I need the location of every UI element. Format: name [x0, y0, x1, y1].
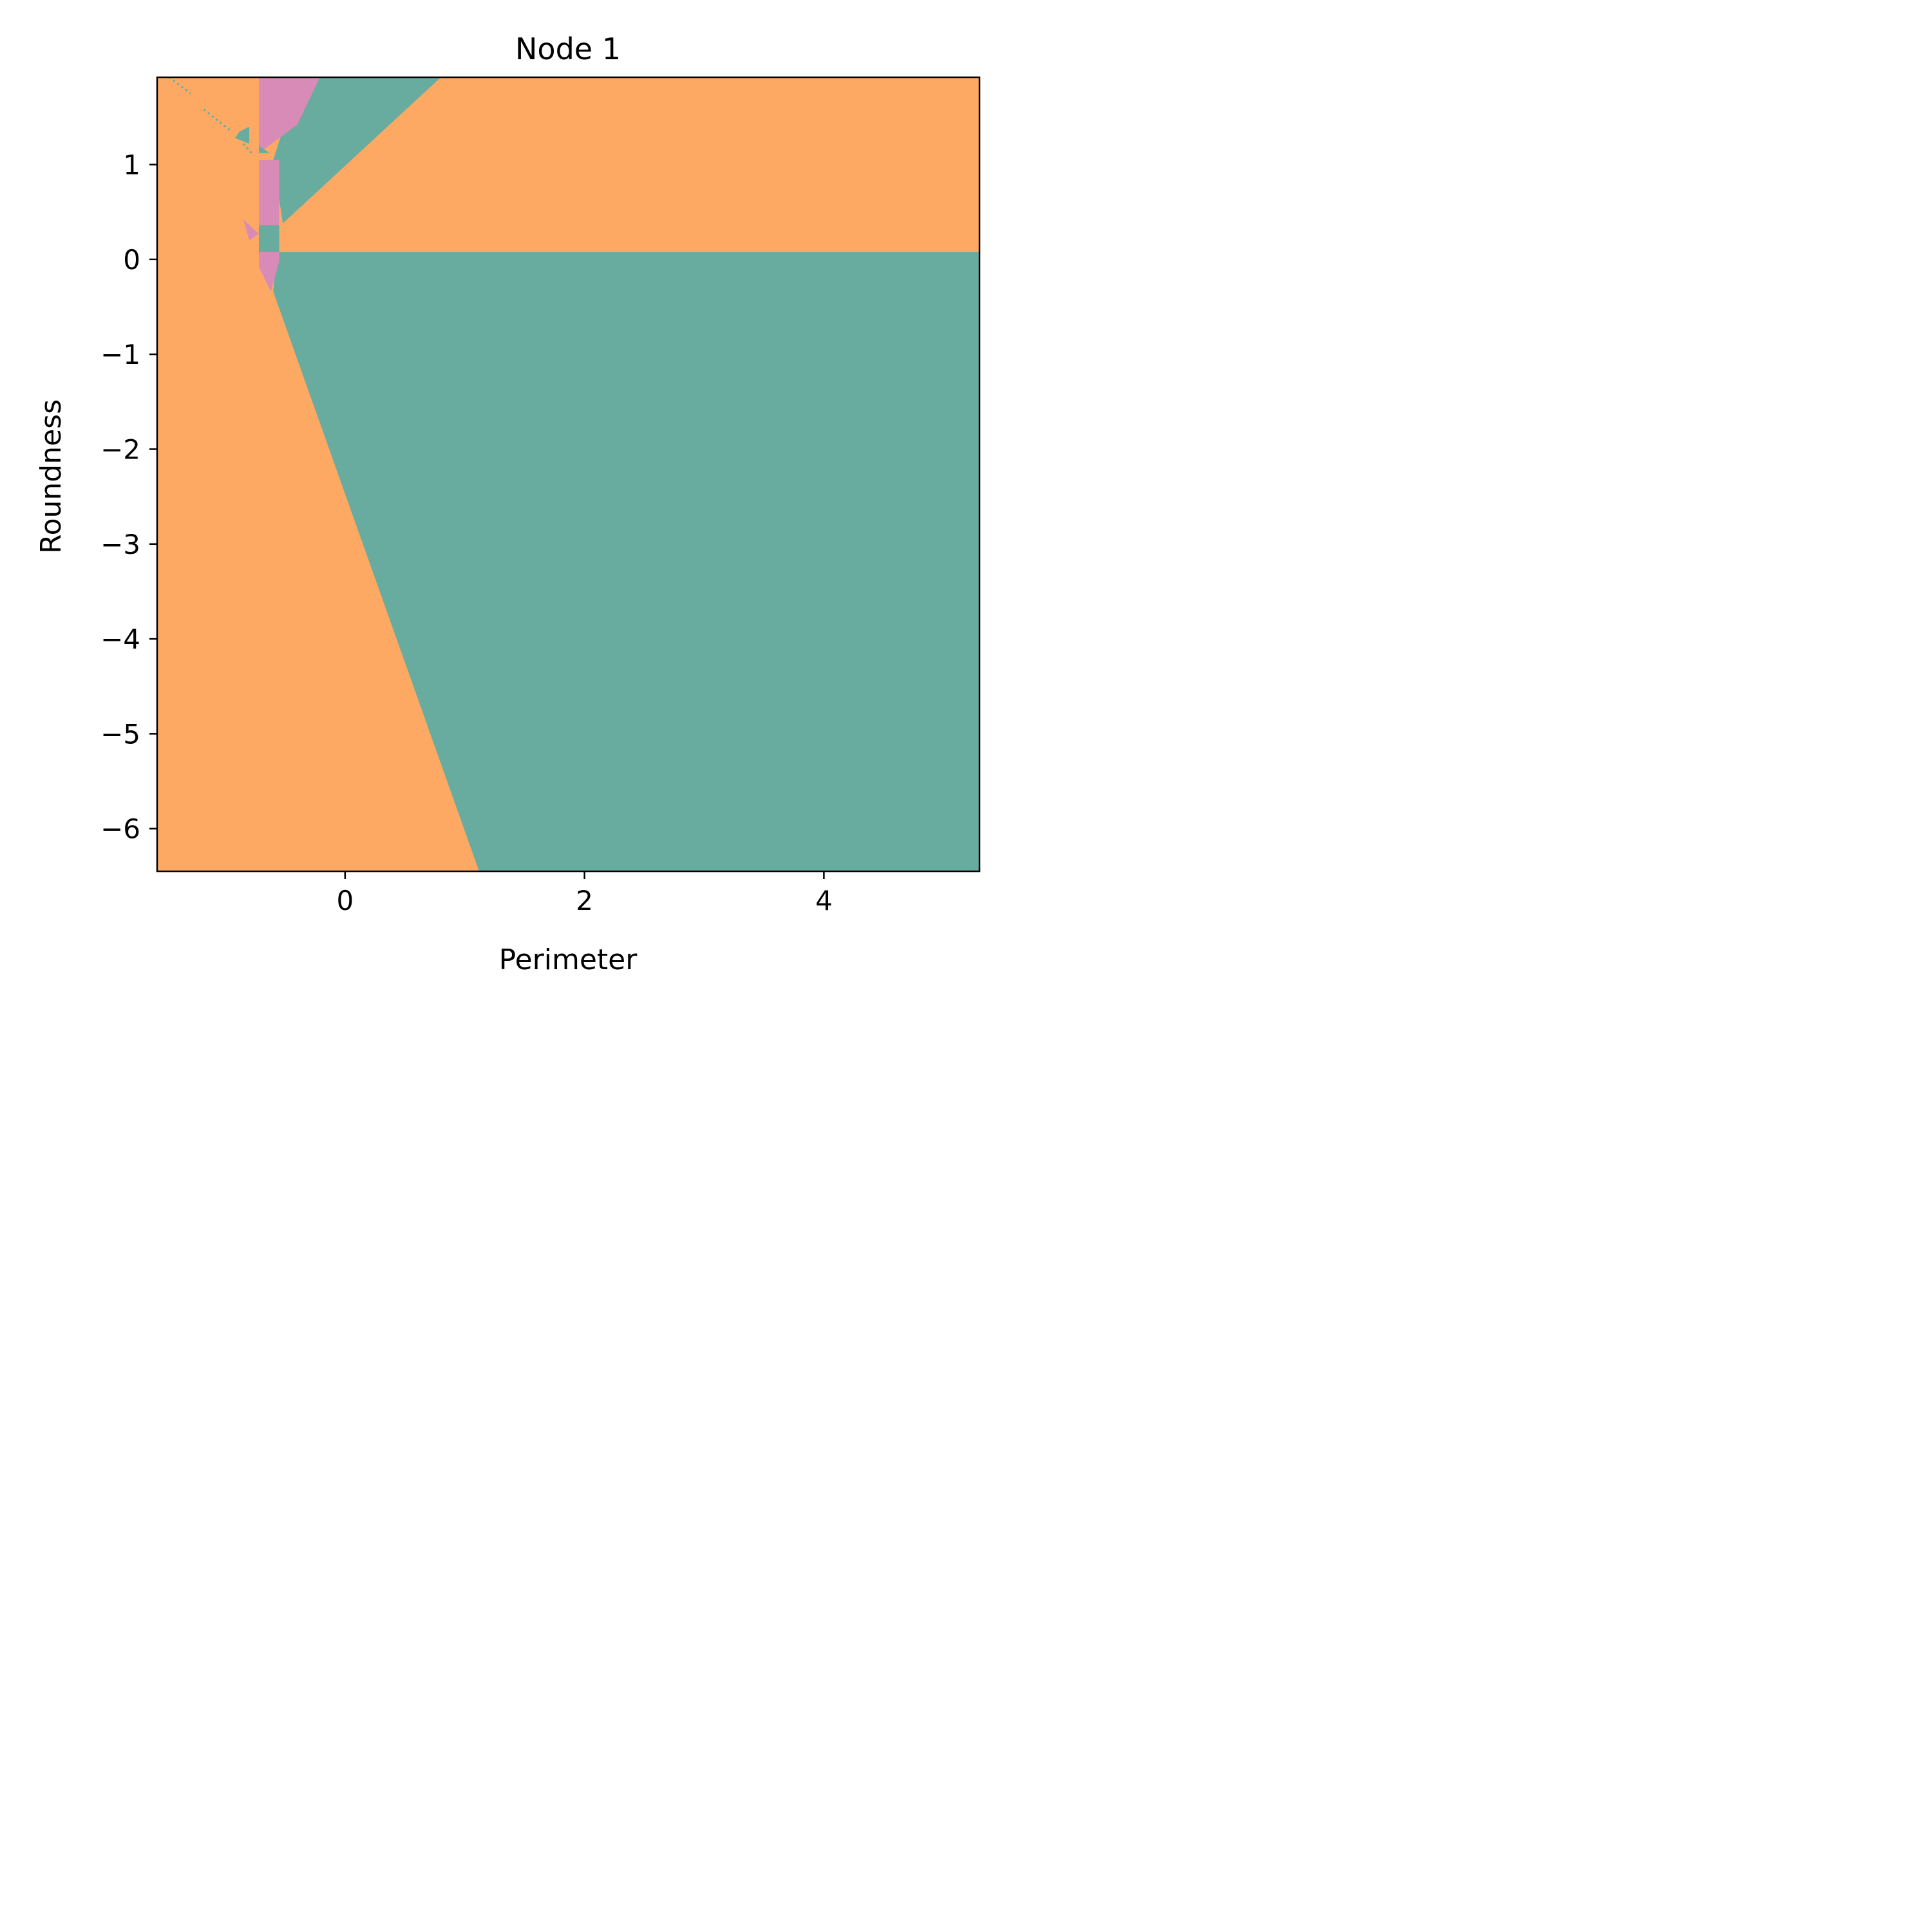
decision-regions: [234, 77, 980, 871]
y-tick-label: −1: [100, 339, 140, 370]
y-axis: 1 0 −1 −2 −3 −4 −5 −6: [100, 149, 157, 845]
region-pink-5: [259, 252, 279, 292]
x-axis-label: Perimeter: [499, 943, 638, 976]
y-tick-label: 1: [123, 149, 140, 181]
artifact-line-1: [203, 108, 232, 133]
region-teal-8: [234, 126, 250, 144]
y-tick-label: −4: [100, 623, 140, 655]
plot-area: [157, 77, 980, 871]
y-tick-label: 0: [123, 244, 140, 276]
chart-title: Node 1: [515, 32, 621, 66]
region-teal-1: [273, 77, 441, 223]
y-tick-label: −5: [100, 718, 140, 750]
y-tick-label: −3: [100, 529, 140, 560]
artifact-line-2: [242, 143, 252, 154]
decision-artifact-lines: [168, 77, 252, 154]
region-teal-6: [259, 225, 279, 252]
artifact-line-0: [168, 77, 191, 95]
x-tick-label: 2: [576, 885, 593, 916]
region-teal-7: [259, 146, 270, 153]
region-pink-3: [259, 160, 279, 225]
region-pink-4: [243, 220, 259, 241]
region-pink-2: [259, 77, 320, 153]
x-axis: 0 2 4: [336, 871, 833, 916]
y-axis-label: Roundness: [35, 399, 68, 554]
x-tick-label: 0: [336, 885, 354, 916]
plot-frame: [156, 76, 981, 873]
y-tick-label: −2: [100, 433, 140, 465]
region-teal-0: [273, 252, 980, 871]
decision-region-chart: Node 1 0 2 4 1 0 −1 −2 −3 −4 −5 −6 Perimeter Roun…: [35, 32, 981, 976]
x-tick-label: 4: [815, 885, 833, 916]
y-tick-label: −6: [100, 813, 140, 845]
